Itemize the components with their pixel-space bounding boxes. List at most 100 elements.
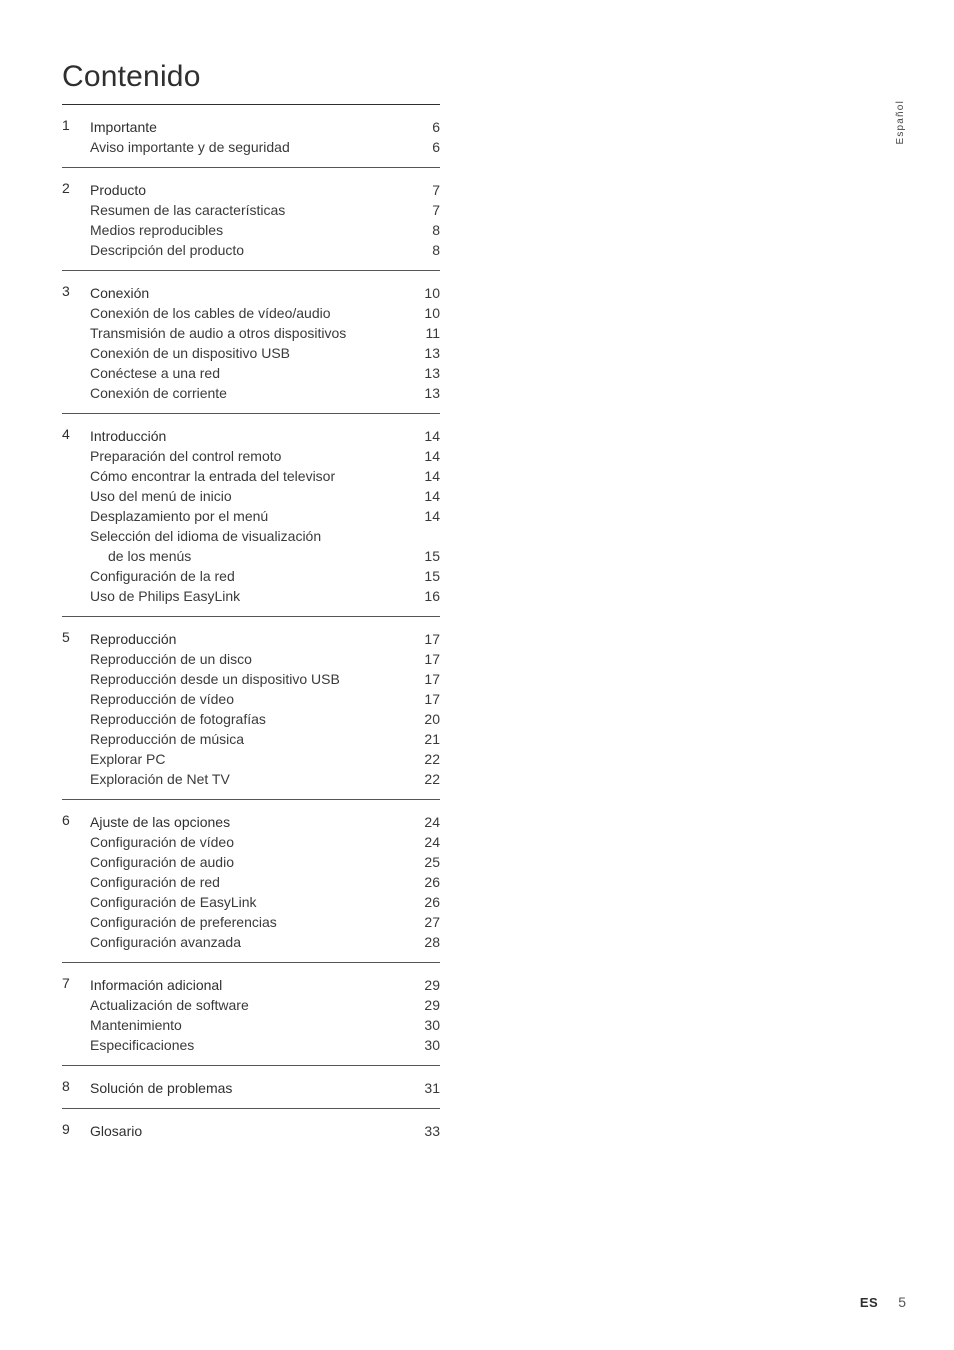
toc-item-row[interactable]: Aviso importante y de seguridad6: [90, 137, 440, 157]
section-heading-row[interactable]: Reproducción17: [90, 629, 440, 649]
toc-item-page: 14: [418, 446, 440, 466]
toc-item-row[interactable]: Configuración de EasyLink26: [90, 892, 440, 912]
toc-item-row[interactable]: Cómo encontrar la entrada del televisor1…: [90, 466, 440, 486]
toc-item-page: 14: [418, 486, 440, 506]
toc-item-label: Actualización de software: [90, 995, 418, 1015]
toc-item-row[interactable]: Mantenimiento30: [90, 1015, 440, 1035]
section-heading-row[interactable]: Solución de problemas31: [90, 1078, 440, 1098]
toc-item-label: Preparación del control remoto: [90, 446, 418, 466]
section-heading-label: Ajuste de las opciones: [90, 812, 418, 832]
toc-item-row[interactable]: Preparación del control remoto14: [90, 446, 440, 466]
toc-item-label: Mantenimiento: [90, 1015, 418, 1035]
toc-item-label: Conéctese a una red: [90, 363, 418, 383]
section-heading-row[interactable]: Importante6: [90, 117, 440, 137]
toc-item-row[interactable]: Configuración avanzada28: [90, 932, 440, 952]
toc-item-page: 22: [418, 749, 440, 769]
toc-item-page: 30: [418, 1015, 440, 1035]
toc-item-row[interactable]: Configuración de la red15: [90, 566, 440, 586]
section-heading-row[interactable]: Ajuste de las opciones24: [90, 812, 440, 832]
toc-item-row[interactable]: Conexión de corriente13: [90, 383, 440, 403]
toc-item-row[interactable]: Resumen de las características7: [90, 200, 440, 220]
toc-item-label: Reproducción de fotografías: [90, 709, 418, 729]
toc-section: 1 Importante6Aviso importante y de seguri…: [62, 104, 440, 167]
toc-item-row[interactable]: Descripción del producto8: [90, 240, 440, 260]
toc-item-row[interactable]: Reproducción de música21: [90, 729, 440, 749]
toc-item-row[interactable]: Uso del menú de inicio14: [90, 486, 440, 506]
section-heading-row[interactable]: Producto7: [90, 180, 440, 200]
toc-item-row[interactable]: Configuración de vídeo24: [90, 832, 440, 852]
toc-item-row[interactable]: de los menús15: [90, 546, 440, 566]
toc-item-row[interactable]: Uso de Philips EasyLink16: [90, 586, 440, 606]
toc-item-row[interactable]: Exploración de Net TV22: [90, 769, 440, 789]
section-heading-label: Información adicional: [90, 975, 418, 995]
section-heading-row[interactable]: Glosario33: [90, 1121, 440, 1141]
section-number: 9: [62, 1121, 70, 1137]
toc-item-page: 13: [418, 343, 440, 363]
toc-item-label: Configuración de la red: [90, 566, 418, 586]
toc-item-page: 16: [418, 586, 440, 606]
section-heading-page: 17: [418, 629, 440, 649]
toc-item-row[interactable]: Reproducción de vídeo17: [90, 689, 440, 709]
toc-item-row[interactable]: Reproducción de fotografías20: [90, 709, 440, 729]
page-footer: ES 5: [860, 1294, 906, 1310]
toc-section: 7Información adicional29Actualización de…: [62, 962, 440, 1065]
toc-item-label: Medios reproducibles: [90, 220, 418, 240]
toc-item-label: Explorar PC: [90, 749, 418, 769]
section-heading-label: Introducción: [90, 426, 418, 446]
section-heading-row[interactable]: Conexión10: [90, 283, 440, 303]
toc-item-label: Transmisión de audio a otros dispositivo…: [90, 323, 418, 343]
toc-item-row[interactable]: Especificaciones30: [90, 1035, 440, 1055]
toc-item-page: 11: [418, 323, 440, 343]
toc-item-label: Especificaciones: [90, 1035, 418, 1055]
section-number: 4: [62, 426, 70, 442]
toc-item-row[interactable]: Explorar PC22: [90, 749, 440, 769]
section-number: 1: [62, 117, 70, 133]
toc-item-label: Reproducción de un disco: [90, 649, 418, 669]
toc-item-row[interactable]: Conéctese a una red13: [90, 363, 440, 383]
section-heading-label: Solución de problemas: [90, 1078, 418, 1098]
toc-item-page: 17: [418, 649, 440, 669]
toc-item-page: 17: [418, 669, 440, 689]
toc-item-row[interactable]: Conexión de un dispositivo USB13: [90, 343, 440, 363]
toc-item-label: Exploración de Net TV: [90, 769, 418, 789]
toc-item-row[interactable]: Reproducción desde un dispositivo USB17: [90, 669, 440, 689]
toc-section: 5Reproducción17Reproducción de un disco1…: [62, 616, 440, 799]
toc-item-label: Configuración avanzada: [90, 932, 418, 952]
toc-item-page: 26: [418, 872, 440, 892]
toc-section: 9 Glosario33: [62, 1108, 440, 1151]
section-heading-page: 24: [418, 812, 440, 832]
toc-item-label: Conexión de un dispositivo USB: [90, 343, 418, 363]
toc-item-row[interactable]: Actualización de software29: [90, 995, 440, 1015]
toc-item-page: 13: [418, 383, 440, 403]
section-heading-page: 6: [418, 117, 440, 137]
footer-page-number: 5: [898, 1294, 906, 1310]
toc-item-page: 29: [418, 995, 440, 1015]
toc-item-label: Conexión de los cables de vídeo/audio: [90, 303, 418, 323]
toc-item-page: 15: [418, 566, 440, 586]
footer-language-code: ES: [860, 1295, 878, 1310]
toc-item-label: Configuración de red: [90, 872, 418, 892]
toc-item-label: Uso del menú de inicio: [90, 486, 418, 506]
toc-item-page: 30: [418, 1035, 440, 1055]
toc-section: 2Producto7Resumen de las características…: [62, 167, 440, 270]
toc-item-page: 28: [418, 932, 440, 952]
toc-item-page: 25: [418, 852, 440, 872]
toc-item-row[interactable]: Transmisión de audio a otros dispositivo…: [90, 323, 440, 343]
toc-section: 4Introducción14Preparación del control r…: [62, 413, 440, 616]
toc-item-row[interactable]: Reproducción de un disco17: [90, 649, 440, 669]
toc-item-row[interactable]: Configuración de red26: [90, 872, 440, 892]
toc-item-row[interactable]: Conexión de los cables de vídeo/audio10: [90, 303, 440, 323]
toc-item-label: Configuración de audio: [90, 852, 418, 872]
toc-item-row[interactable]: Desplazamiento por el menú14: [90, 506, 440, 526]
toc-item-label: de los menús: [90, 546, 418, 566]
toc-item-label: Configuración de EasyLink: [90, 892, 418, 912]
toc-item-row[interactable]: Medios reproducibles8: [90, 220, 440, 240]
toc-item-label: Conexión de corriente: [90, 383, 418, 403]
section-heading-page: 10: [418, 283, 440, 303]
section-heading-row[interactable]: Introducción14: [90, 426, 440, 446]
toc-item-row[interactable]: Configuración de preferencias27: [90, 912, 440, 932]
toc-section: 6Ajuste de las opciones24Configuración d…: [62, 799, 440, 962]
section-heading-label: Reproducción: [90, 629, 418, 649]
section-heading-row[interactable]: Información adicional29: [90, 975, 440, 995]
toc-item-row[interactable]: Configuración de audio25: [90, 852, 440, 872]
